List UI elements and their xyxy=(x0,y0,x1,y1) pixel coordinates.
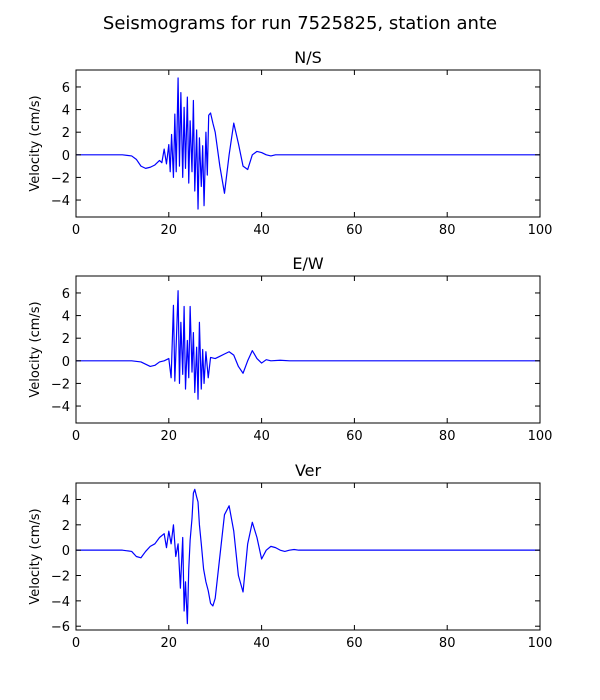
y-tick-label-ver: 4 xyxy=(62,493,70,508)
panel-ns: N/S Velocity (cm/s) 0 20 40 60 80 100 −4 −2 0 2 4 6 xyxy=(28,48,552,238)
y-tick-label-ns: 0 xyxy=(62,149,70,164)
x-tick-label-ew: 80 xyxy=(439,429,456,444)
panel-title-ns: N/S xyxy=(294,48,322,67)
x-tick-label-ver: 100 xyxy=(528,636,553,651)
x-tick-label-ver: 40 xyxy=(253,636,270,651)
y-tick-label-ns: 2 xyxy=(62,126,70,141)
panel-ver: Ver Velocity (cm/s) 0 20 40 60 80 100 −6 −4 −2 0 2 4 xyxy=(28,461,552,651)
x-tick-label-ver: 80 xyxy=(439,636,456,651)
velocity-series-line-ver xyxy=(76,488,540,625)
y-tick-label-ew: −2 xyxy=(51,377,70,392)
y-tick-label-ns: 6 xyxy=(62,81,70,96)
x-tick-label-ew: 100 xyxy=(528,429,553,444)
axes-frame-ew xyxy=(75,275,541,424)
y-tick-label-ew: 2 xyxy=(62,332,70,347)
x-tick-label-ew: 0 xyxy=(72,429,80,444)
y-axis-label-ns: Velocity (cm/s) xyxy=(28,95,43,191)
y-tick-label-ew: 4 xyxy=(62,310,70,325)
y-axis-label-ver: Velocity (cm/s) xyxy=(28,508,43,604)
y-tick-label-ew: −4 xyxy=(51,400,70,415)
x-tick-label-ew: 40 xyxy=(253,429,270,444)
x-tick-label-ver: 0 xyxy=(72,636,80,651)
x-tick-label-ver: 20 xyxy=(161,636,178,651)
x-tick-label-ew: 60 xyxy=(346,429,363,444)
panel-title-ver: Ver xyxy=(295,461,322,480)
velocity-series-line-ew xyxy=(76,290,540,400)
y-tick-label-ns: −4 xyxy=(51,194,70,209)
x-tick-label-ew: 20 xyxy=(161,429,178,444)
y-axis-label-ew: Velocity (cm/s) xyxy=(28,301,43,397)
y-tick-label-ver: −6 xyxy=(51,620,70,635)
velocity-series-line-ns xyxy=(76,77,540,210)
y-tick-label-ns: 4 xyxy=(62,104,70,119)
x-tick-label-ver: 60 xyxy=(346,636,363,651)
axes-frame-ver xyxy=(75,482,541,631)
axes-frame-ns xyxy=(75,69,541,218)
x-tick-label-ns: 40 xyxy=(253,223,270,238)
y-tick-label-ew: 6 xyxy=(62,287,70,302)
y-tick-label-ew: 0 xyxy=(62,355,70,370)
panel-title-ew: E/W xyxy=(292,254,324,273)
x-tick-label-ns: 80 xyxy=(439,223,456,238)
y-tick-label-ns: −2 xyxy=(51,171,70,186)
y-tick-label-ver: 0 xyxy=(62,544,70,559)
y-tick-label-ver: −4 xyxy=(51,595,70,610)
x-tick-label-ns: 60 xyxy=(346,223,363,238)
y-tick-label-ver: 2 xyxy=(62,519,70,534)
panel-ew: E/W Velocity (cm/s) 0 20 40 60 80 100 −4 −2 0 2 4 6 xyxy=(28,254,552,444)
x-tick-label-ns: 0 xyxy=(72,223,80,238)
y-tick-label-ver: −2 xyxy=(51,570,70,585)
x-tick-label-ns: 20 xyxy=(161,223,178,238)
figure-suptitle: Seismograms for run 7525825, station ant… xyxy=(103,13,497,34)
x-tick-label-ns: 100 xyxy=(528,223,553,238)
